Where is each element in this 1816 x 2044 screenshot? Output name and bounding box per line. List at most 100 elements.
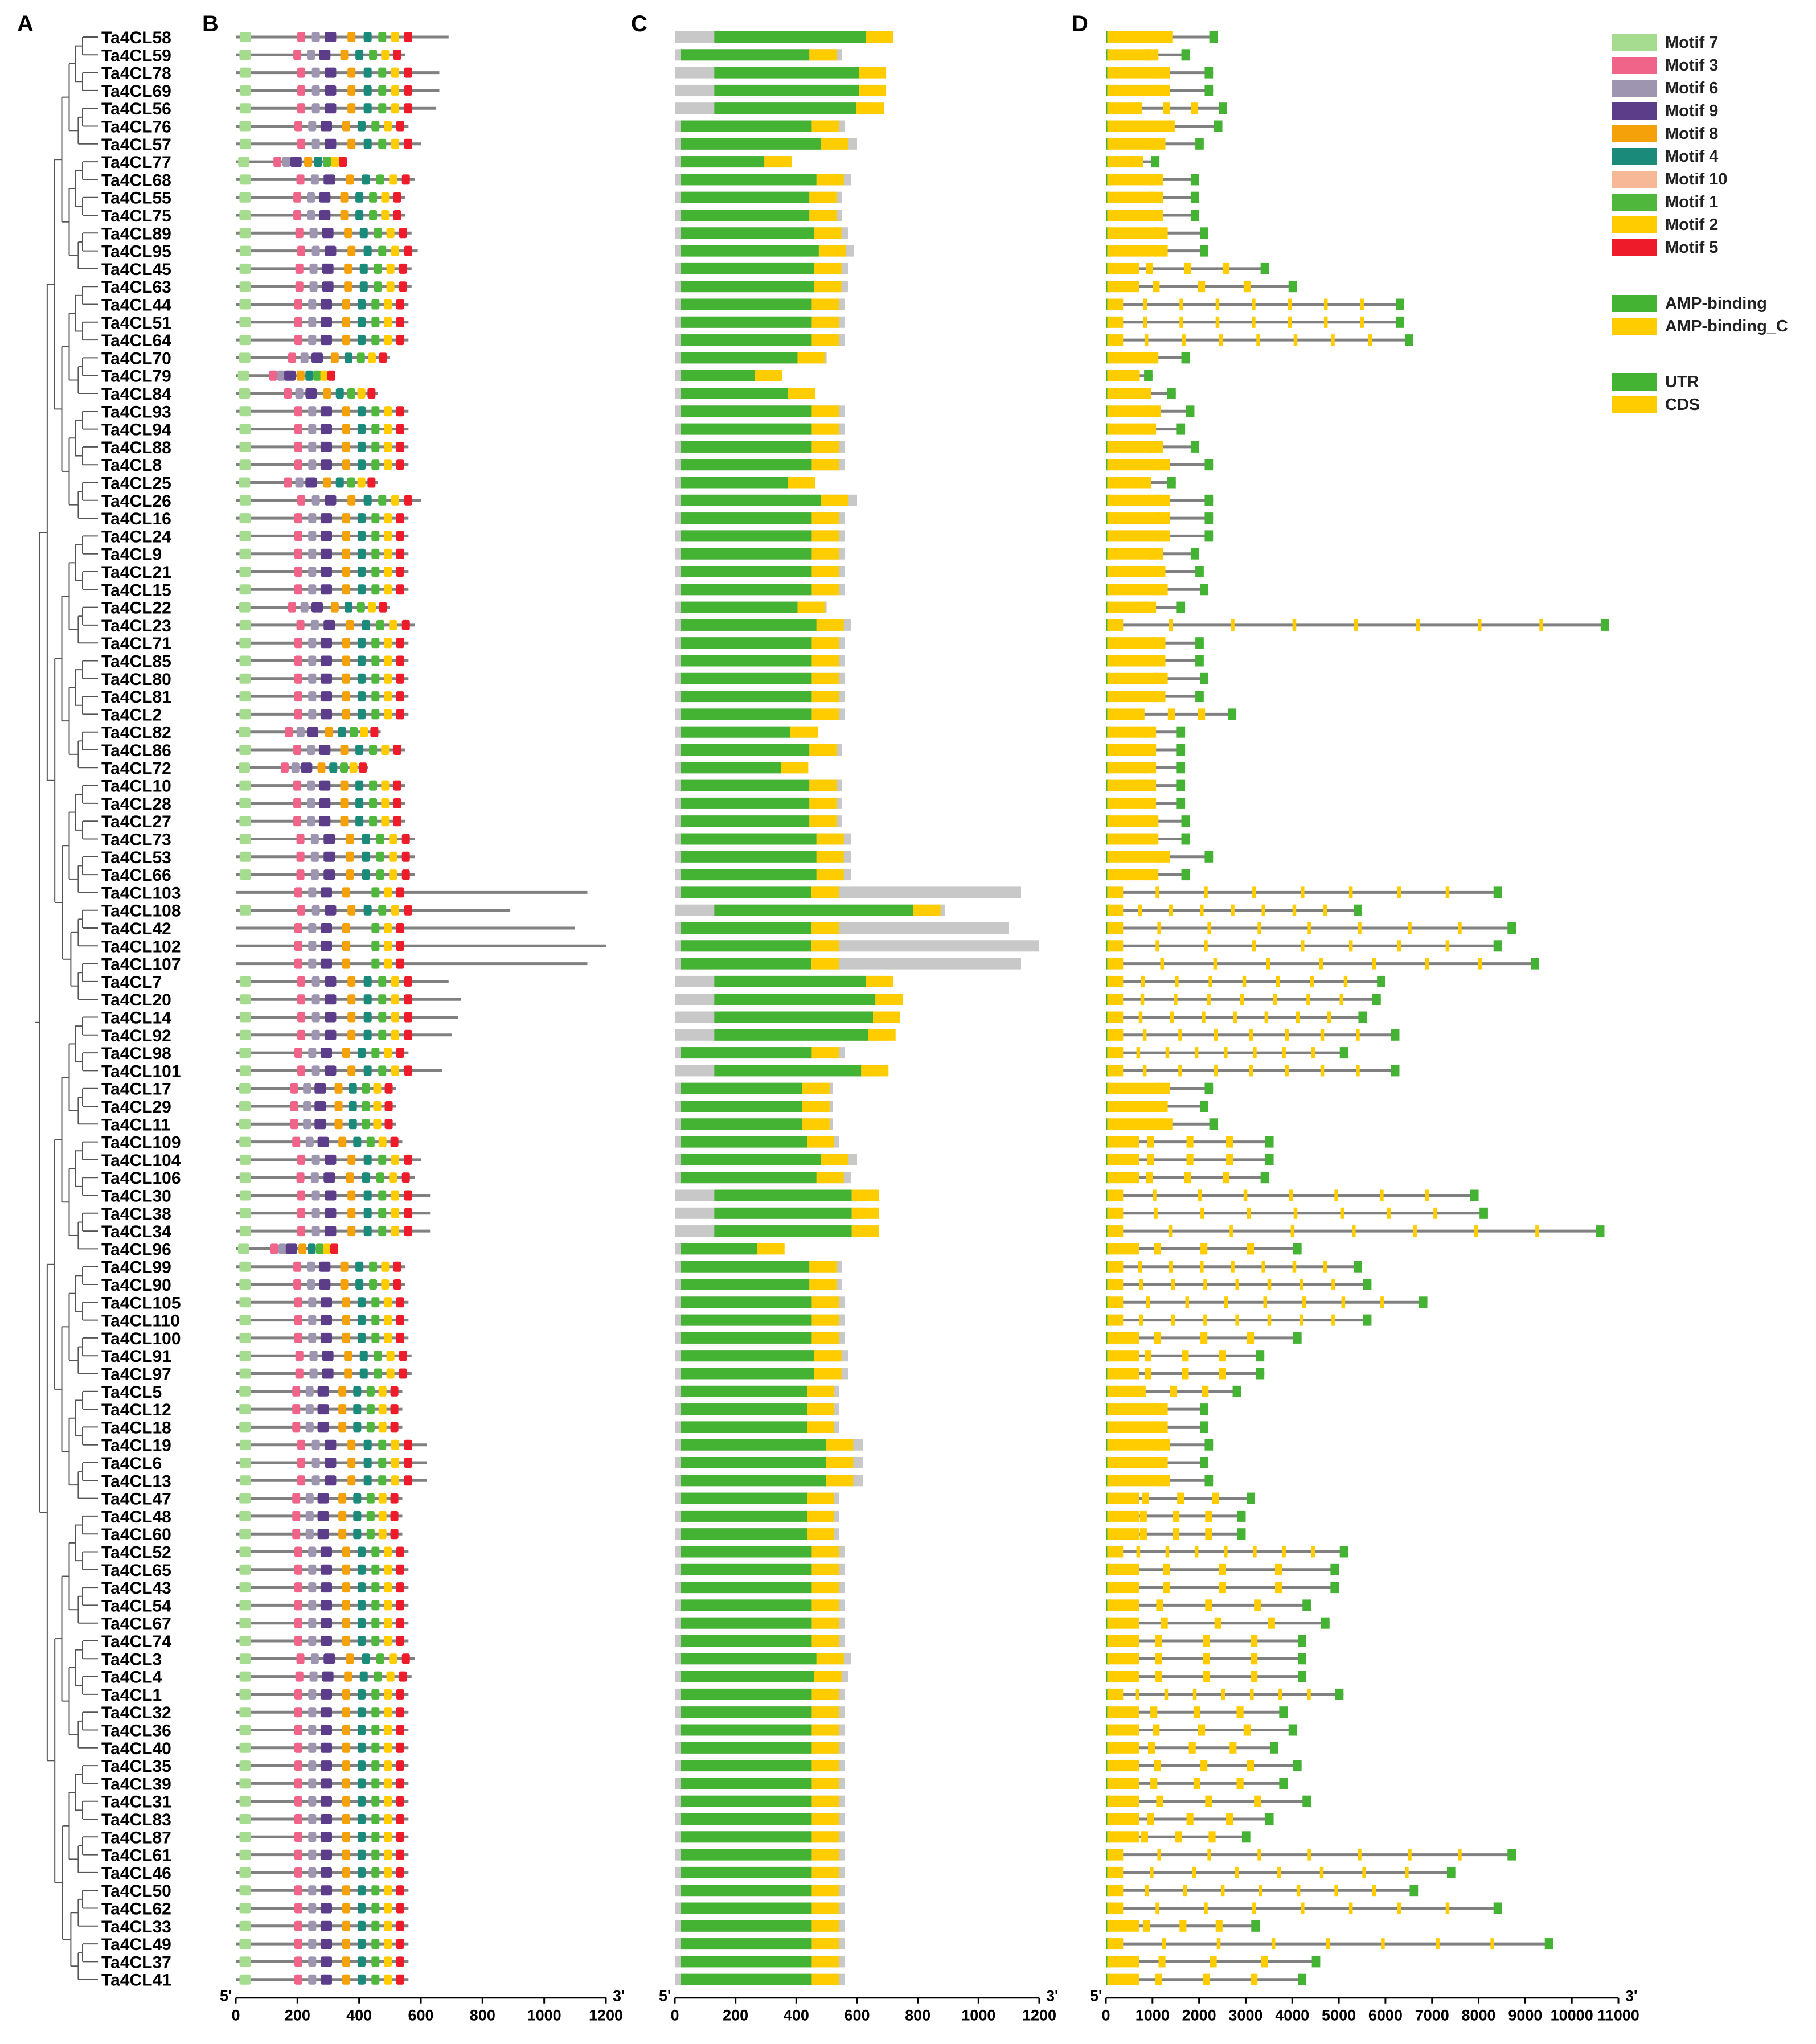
motif-box	[325, 103, 337, 114]
motif-box	[396, 1742, 404, 1753]
cds-box	[1140, 994, 1145, 1005]
cds-box	[1136, 1047, 1141, 1059]
motif-box	[325, 1154, 337, 1165]
motif-legend-item: Motif 6	[1612, 77, 1811, 100]
motif-box	[325, 1012, 337, 1023]
amp-binding-c-domain	[826, 1475, 854, 1487]
gene-label: Ta4CL63	[101, 278, 171, 297]
motif-box	[376, 619, 384, 630]
motif-box	[359, 1351, 368, 1361]
motif-box	[342, 1582, 350, 1593]
utr-box	[1260, 262, 1269, 274]
cds-box	[1146, 1296, 1150, 1308]
motif-box	[320, 567, 332, 577]
gene-label: Ta4CL11	[101, 1115, 170, 1134]
motif-box	[294, 1956, 302, 1967]
amp-binding-domain	[681, 441, 812, 453]
utr-box	[1195, 637, 1204, 649]
axis-b-tick-label: 600	[408, 2007, 433, 2024]
motif-box	[323, 1243, 331, 1254]
motif-box	[366, 1422, 375, 1433]
motif-legend-swatch	[1612, 148, 1657, 165]
motif-box	[296, 1172, 305, 1183]
motif-box	[384, 1956, 392, 1967]
motif-box	[314, 1083, 326, 1094]
motif-box	[384, 1332, 392, 1343]
cds-box	[1478, 958, 1482, 970]
motif-box	[239, 691, 251, 702]
motif-box	[366, 1136, 375, 1147]
cds-box	[1151, 655, 1166, 667]
amp-binding-c-domain	[807, 1136, 835, 1148]
amp-binding-c-domain	[811, 1849, 839, 1861]
cds-box	[1254, 1599, 1261, 1611]
motif-box	[292, 1136, 301, 1147]
motif-box	[297, 976, 306, 987]
amp-binding-domain	[681, 1368, 814, 1380]
motif-box	[371, 459, 380, 470]
motif-box	[347, 1439, 356, 1450]
motif-box	[290, 1101, 298, 1111]
motif-box	[294, 1315, 302, 1325]
cds-box	[1171, 1279, 1175, 1290]
motif-box	[342, 1636, 350, 1646]
motif-box	[300, 352, 309, 363]
cds-box	[1219, 1368, 1226, 1380]
cds-box	[1268, 1617, 1275, 1629]
motif-box	[307, 192, 315, 203]
motif-box	[389, 1653, 397, 1664]
cds-box	[1156, 1599, 1163, 1611]
motif-box	[239, 335, 251, 346]
motif-box	[293, 780, 302, 791]
cds-box	[1165, 1546, 1170, 1558]
cds-box	[1150, 1866, 1154, 1878]
motif-box	[292, 1422, 301, 1433]
motif-legend-swatch	[1612, 125, 1657, 142]
motif-box	[239, 1315, 251, 1325]
axis-b-tick-label: 1200	[589, 2007, 623, 2024]
amp-binding-domain	[681, 1920, 812, 1932]
axis-c-tick-label: 600	[844, 2007, 870, 2024]
amp-binding-domain	[714, 102, 856, 114]
cds-box	[1240, 994, 1244, 1005]
motif-box	[239, 1529, 251, 1540]
motif-box	[378, 32, 387, 42]
motif-legend-label: Motif 7	[1665, 33, 1719, 52]
motif-box	[284, 370, 296, 381]
motif-box	[347, 1154, 356, 1165]
motif-box	[371, 1903, 380, 1914]
motif-box	[342, 1760, 350, 1771]
motif-box	[396, 655, 404, 666]
motif-box	[346, 1172, 354, 1183]
amp-binding-c-domain	[811, 1938, 839, 1950]
motif-box	[371, 1297, 380, 1308]
motif-box	[317, 1493, 329, 1504]
amp-binding-c-domain	[816, 869, 844, 881]
cds-box	[1144, 334, 1149, 346]
cds-box	[1107, 1189, 1124, 1201]
cds-box	[1182, 334, 1186, 346]
motif-box	[378, 1029, 387, 1040]
motif-box	[404, 1439, 412, 1450]
motif-box	[239, 1689, 251, 1700]
motif-box	[384, 1742, 392, 1753]
motif-box	[320, 1814, 332, 1824]
motif-box	[319, 1279, 331, 1290]
motif-box	[344, 263, 352, 274]
gene-label: Ta4CL47	[101, 1490, 171, 1509]
motif-box	[396, 317, 404, 327]
motif-box	[357, 531, 366, 541]
motif-box	[294, 1048, 302, 1058]
amp-binding-c-domain	[814, 1368, 842, 1380]
motif-box	[370, 727, 379, 737]
utr-box	[1493, 1902, 1502, 1914]
motif-box	[347, 477, 355, 488]
gene-label: Ta4CL51	[101, 314, 171, 333]
motif-box	[396, 1885, 404, 1896]
motif-box	[399, 1368, 407, 1379]
motif-box	[323, 1653, 335, 1664]
motif-panel	[236, 32, 606, 1985]
amp-binding-domain	[681, 797, 810, 809]
motif-box	[338, 1422, 347, 1433]
cds-box	[1107, 423, 1147, 435]
